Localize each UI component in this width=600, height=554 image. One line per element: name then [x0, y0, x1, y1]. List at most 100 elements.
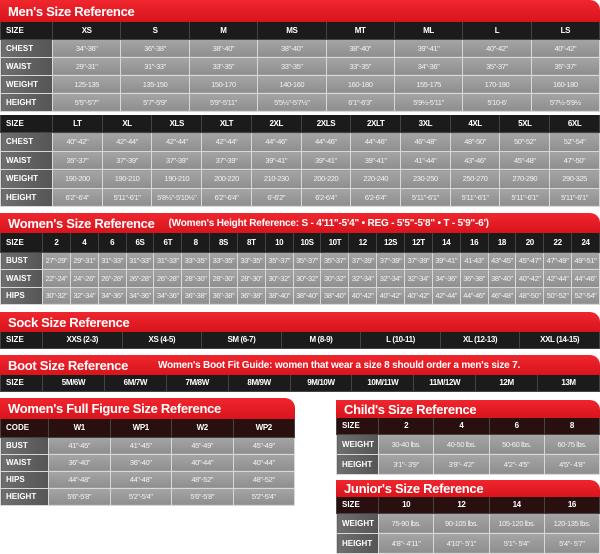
- row-label: BUST: [0, 251, 43, 270]
- size-value: 52"-54": [571, 286, 600, 305]
- row-label: HEIGHT: [336, 532, 379, 554]
- size-value: 41"-44": [400, 150, 451, 170]
- size-value: 34"-36": [125, 286, 155, 305]
- size-value: 41"-45": [48, 436, 111, 455]
- size-value: 37"-39": [201, 150, 252, 170]
- table-row: BUST 41"-45" 41"-45" 45"-49" 45"-49": [0, 436, 295, 455]
- size-value: 120-135 lbs.: [543, 512, 600, 534]
- row-label: BUST: [0, 436, 49, 455]
- womens-table: SIZE 2 4 6 6S 6T 8 8S 8T 10 10S 10T 12 12S 12T 14 16 18 20…: [0, 233, 600, 305]
- size-value: 5'11"-6'1": [101, 187, 153, 207]
- size-value: 43"-46": [449, 150, 501, 170]
- size-header: 24: [571, 233, 600, 253]
- size-value: 4'8"- 4'11": [377, 532, 435, 554]
- full-figure-title-text: Women's Full Figure Size Reference: [8, 401, 221, 416]
- size-header: 5M/6W: [42, 375, 105, 392]
- header-label: SIZE: [336, 497, 379, 514]
- size-value: 45"-49": [171, 436, 234, 455]
- size-value: 6'1"-6'3": [325, 92, 395, 112]
- size-value: 48"-50": [515, 286, 545, 305]
- size-value: 60-75 lbs.: [543, 433, 600, 455]
- table-row: HEIGHT 5'6"-5'8" 5'2"-5'4" 5'6"-5'8" 5'2"-5'…: [0, 487, 295, 506]
- size-value: 160-180: [325, 74, 395, 94]
- size-value: 5'10-6': [462, 92, 532, 112]
- size-value: 190-210: [101, 169, 153, 189]
- size-header: W2: [171, 419, 234, 438]
- table-row: HEIGHT 6'2"-6'4" 5'11"-6'1" 5'8½"-5'10½" 6'2…: [0, 187, 600, 207]
- size-header: XS (4-5): [121, 332, 203, 349]
- size-value: 5'11"-6'1": [549, 187, 600, 207]
- size-value: 5'2"-5'4": [232, 487, 295, 506]
- size-header: 7M/8W: [165, 375, 229, 392]
- size-header: XL (12-13): [439, 332, 521, 349]
- size-value: 26"-28": [97, 269, 127, 288]
- row-label: HEIGHT: [336, 453, 379, 475]
- size-value: 39"-41": [350, 150, 402, 170]
- size-value: 34"-36": [153, 286, 183, 305]
- size-value: 40"-42": [462, 38, 532, 58]
- row-label: CHEST: [0, 132, 53, 152]
- row-label: HIPS: [0, 286, 43, 305]
- size-header: 14: [488, 497, 545, 514]
- row-label: HEIGHT: [0, 92, 53, 112]
- size-header: 20: [515, 233, 545, 253]
- sock-table: SIZE XXS (2-3) XS (4-5) SM (6-7) M (8-9) L (1…: [0, 332, 600, 349]
- size-value: 6'2"-6'4": [201, 187, 252, 207]
- size-header: 3XL: [400, 114, 451, 133]
- size-value: 31"-33": [97, 251, 127, 270]
- size-header: 10S: [292, 233, 322, 253]
- size-value: 37"-39": [348, 251, 378, 270]
- size-value: 270-290: [499, 169, 551, 189]
- size-value: 44"-46": [350, 132, 402, 152]
- size-value: 4'5"- 4'8": [543, 453, 600, 475]
- size-value: 35"-37": [462, 56, 532, 76]
- row-label: WEIGHT: [0, 74, 53, 94]
- size-header: 10M/11W: [351, 375, 415, 392]
- size-value: 50-60 lbs.: [488, 433, 545, 455]
- header-row: SIZE 5M/6W 6M/7W 7M/8W 8M/9W 9M/10W 10M/11W 11M…: [0, 375, 600, 392]
- size-value: 160-180: [530, 74, 600, 94]
- size-value: 37"-39": [151, 150, 203, 170]
- size-value: 48"-52": [232, 470, 295, 489]
- size-value: 5'1"- 5'4": [488, 532, 545, 554]
- size-value: 28"-30": [236, 269, 266, 288]
- table-row: HIPS 30"-32" 32"-34" 34"-36" 34"-36" 34"-36" 3…: [0, 286, 600, 305]
- size-value: 50"-52": [543, 286, 573, 305]
- size-value: 32"-34": [403, 269, 433, 288]
- size-header: 4XL: [449, 114, 501, 133]
- header-row: SIZE 10 12 14 16: [336, 497, 600, 514]
- size-value: 24"-26": [69, 269, 99, 288]
- size-value: 35"-37": [52, 150, 103, 170]
- size-value: 40"-42": [403, 286, 433, 305]
- size-header: 16: [543, 497, 600, 514]
- size-value: 42"-44": [431, 286, 461, 305]
- boot-size-section: Boot Size Reference Women's Boot Fit Guid…: [0, 355, 600, 392]
- row-label: WAIST: [0, 56, 53, 76]
- junior-size-section: Junior's Size Reference SIZE 10 12 14 16 WEIG…: [336, 480, 600, 554]
- size-value: 32"-34": [348, 269, 378, 288]
- size-value: 40"-42": [530, 38, 600, 58]
- size-header: 12: [433, 497, 490, 514]
- size-value: 37"-39": [101, 150, 153, 170]
- size-value: 40"-42": [515, 269, 545, 288]
- size-header: L (10-11): [360, 332, 441, 349]
- row-label: HIPS: [0, 470, 49, 489]
- size-header: 6: [488, 418, 545, 435]
- size-value: 31"-33": [125, 251, 155, 270]
- size-value: 41-43": [459, 251, 489, 270]
- size-value: 6'2-6'4": [350, 187, 402, 207]
- mens-table-2: SIZE LT XL XLS XLT 2XL 2XLS 2XLT 3XL 4XL 5XL 6XL CHE…: [0, 114, 600, 208]
- size-value: 140-160: [257, 74, 327, 94]
- size-value: 40"-44": [232, 453, 295, 472]
- size-header: ML: [393, 22, 464, 40]
- size-value: 5'2"-5'4": [109, 487, 172, 506]
- size-value: 38"-40": [325, 38, 395, 58]
- table-row: HEIGHT 4'8"- 4'11" 4'10"- 5'1" 5'1"- 5'4" 5'…: [336, 532, 600, 554]
- size-value: 210-230: [250, 169, 302, 189]
- size-value: 230-250: [400, 169, 451, 189]
- size-value: 39"-41": [300, 150, 352, 170]
- size-value: 42"-44": [201, 132, 252, 152]
- size-header: LT: [52, 114, 103, 133]
- size-header: WP1: [109, 419, 172, 438]
- size-value: 200-220: [300, 169, 352, 189]
